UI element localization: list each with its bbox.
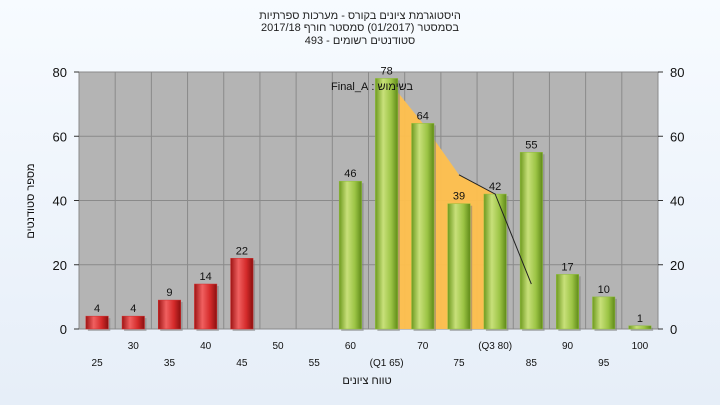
bar-shadow — [630, 327, 654, 331]
x-tick-label: 50 — [272, 341, 284, 352]
bar-70 — [411, 123, 435, 330]
bar-value-label: 55 — [525, 139, 537, 151]
x-tick-label: 40 — [200, 341, 212, 352]
x-tick-label: 35 — [164, 358, 176, 369]
bar-90 — [556, 274, 579, 330]
bar-value-label: 4 — [130, 303, 136, 315]
y-tick-label-left: 0 — [60, 322, 67, 337]
bar-25 — [85, 315, 109, 330]
x-tick-label: 100 — [632, 341, 649, 352]
grid-lines — [78, 71, 659, 330]
bar-40 — [194, 283, 218, 330]
bar-30 — [121, 315, 145, 330]
y-tick-label-right: 0 — [670, 322, 677, 337]
trend-line-group — [458, 174, 532, 285]
bar-95 — [592, 296, 616, 330]
bar-value-label: 4 — [94, 303, 100, 315]
axes: 0 0 20 20 40 40 60 60 80 80 25 30 35 40 45 50 55 60 (Q1 65… — [53, 65, 685, 369]
y-tick-label-right: 20 — [670, 258, 684, 273]
bar-value-label: 42 — [489, 181, 501, 193]
annotation-label: בשימוש : Final_A — [331, 81, 413, 93]
bar-value-label: 9 — [166, 287, 172, 299]
bar-35 — [158, 299, 181, 330]
y-tick-label-right: 40 — [670, 194, 684, 209]
trend-line — [458, 174, 532, 285]
bar-value-label: 17 — [561, 261, 573, 273]
x-tick-label: 85 — [526, 358, 538, 369]
bar-45 — [230, 258, 254, 330]
x-tick-label: 70 — [417, 341, 429, 352]
bar-65 — [375, 78, 399, 330]
x-tick-label: (Q3 80) — [478, 341, 512, 352]
title-line-2: בסמסטר (01/2017) סמסטר חורף 2017/18 — [260, 22, 460, 34]
x-tick-label: 90 — [562, 341, 574, 352]
bar-75 — [447, 203, 471, 330]
x-tick-label: (Q1 65) — [370, 358, 404, 369]
title-line-3: 493 - סטודנטים רשומים — [304, 35, 416, 47]
bar-value-label: 46 — [344, 168, 356, 180]
y-tick-label-left: 80 — [53, 65, 67, 80]
bar-value-labels: 4 4 9 14 22 46 78 64 39 42 55 17 10 1 — [94, 65, 643, 324]
x-tick-label: 30 — [128, 341, 140, 352]
bar-value-label: 39 — [453, 191, 465, 203]
y-axis-label: מספר סטודנטים — [25, 163, 37, 238]
bar-value-label: 22 — [236, 245, 248, 257]
bar-85 — [519, 152, 543, 330]
y-tick-label-left: 60 — [53, 129, 67, 144]
x-tick-label: 55 — [309, 358, 321, 369]
y-tick-label-right: 60 — [670, 129, 684, 144]
title-line-1: היסטוגרמת ציונים בקורס - מערכות ספרתיות — [259, 10, 461, 22]
bar-value-label: 10 — [598, 284, 610, 296]
x-axis-label: טווח ציונים — [342, 375, 391, 387]
bar-value-label: 64 — [417, 110, 429, 122]
x-tick-label: 75 — [453, 358, 465, 369]
bar-value-label: 14 — [200, 271, 212, 283]
x-tick-label: 25 — [92, 358, 104, 369]
bar-value-label: 78 — [380, 65, 392, 77]
y-tick-label-right: 80 — [670, 65, 684, 80]
bars-group — [85, 78, 654, 332]
x-tick-label: 95 — [598, 358, 610, 369]
bar-60 — [338, 180, 362, 330]
x-tick-label: 45 — [236, 358, 248, 369]
x-tick-label: 60 — [345, 341, 357, 352]
y-tick-label-left: 20 — [53, 258, 67, 273]
bar-100 — [628, 325, 652, 330]
y-tick-label-left: 40 — [53, 194, 67, 209]
bar-value-label: 1 — [637, 313, 643, 325]
